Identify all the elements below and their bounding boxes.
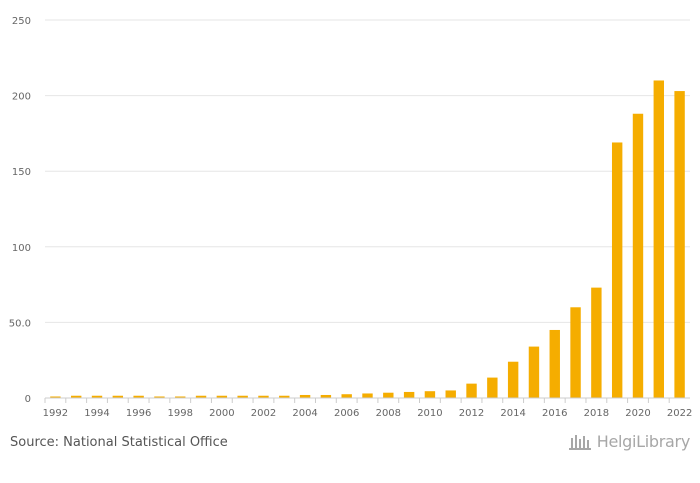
bar-2016[interactable] xyxy=(549,329,560,398)
bar-2020[interactable] xyxy=(632,113,644,398)
x-tick-label: 2022 xyxy=(667,408,692,419)
bar-1998[interactable] xyxy=(175,396,186,398)
bar-2002[interactable] xyxy=(258,395,269,398)
y-tick-label: 150 xyxy=(12,167,31,178)
x-axis-labels: 1992 1994 1996 1998 2000 2002 2004 2006 2008 2010… xyxy=(43,398,692,419)
y-tick-label: 250 xyxy=(12,16,31,27)
x-tick-label: 2010 xyxy=(417,408,442,419)
x-tick-label: 2016 xyxy=(542,408,567,419)
bar-2006[interactable] xyxy=(341,394,352,398)
x-tick-label: 2020 xyxy=(625,408,650,419)
bar-1997[interactable] xyxy=(154,396,165,398)
bar-chart: 0 50.0 100 150 200 250 1992 1994 1996 1998 2000 20… xyxy=(9,16,693,419)
y-tick-label: 100 xyxy=(12,243,31,254)
bar-2017[interactable] xyxy=(570,307,581,398)
footer: Source: National Statistical Office Helg… xyxy=(0,413,700,483)
x-tick-label: 2006 xyxy=(334,408,359,419)
bars xyxy=(50,80,685,399)
brand-name: HelgiLibrary xyxy=(596,431,691,451)
x-tick-label: 1994 xyxy=(84,408,109,419)
bar-2010[interactable] xyxy=(424,391,436,398)
x-tick-label: 1996 xyxy=(126,408,151,419)
x-tick-label: 2004 xyxy=(292,408,317,419)
bar-2011[interactable] xyxy=(445,390,456,398)
bar-1994[interactable] xyxy=(91,395,103,398)
bar-2004[interactable] xyxy=(299,394,311,398)
y-tick-label: 50.0 xyxy=(9,318,31,329)
bar-1996[interactable] xyxy=(133,395,144,398)
x-tick-label: 2000 xyxy=(209,408,234,419)
x-tick-label: 2014 xyxy=(500,408,525,419)
bar-1999[interactable] xyxy=(195,395,207,398)
bar-2000[interactable] xyxy=(216,395,228,398)
x-tick-label: 2002 xyxy=(251,408,276,419)
x-tick-label: 1992 xyxy=(43,408,68,419)
x-tick-label: 2018 xyxy=(584,408,609,419)
bar-2008[interactable] xyxy=(383,392,394,398)
source-note: Source: National Statistical Office xyxy=(10,435,228,450)
bar-2015[interactable] xyxy=(528,346,540,398)
bar-2013[interactable] xyxy=(487,377,498,398)
bar-2018[interactable] xyxy=(591,287,602,398)
bar-2022[interactable] xyxy=(674,91,685,399)
bar-2012[interactable] xyxy=(466,383,477,398)
bar-1993[interactable] xyxy=(71,395,82,398)
bar-2009[interactable] xyxy=(403,391,415,398)
bar-2003[interactable] xyxy=(279,395,290,398)
bar-1992[interactable] xyxy=(50,396,61,398)
brand-logo[interactable]: HelgiLibrary xyxy=(567,431,690,451)
y-axis-labels: 0 50.0 100 150 200 250 xyxy=(9,16,31,405)
x-tick-label: 2008 xyxy=(376,408,401,419)
bar-2007[interactable] xyxy=(362,393,373,398)
y-tick-label: 200 xyxy=(12,92,31,103)
bar-2014[interactable] xyxy=(507,361,519,398)
library-icon xyxy=(568,435,591,450)
x-tick-label: 1998 xyxy=(168,408,193,419)
bar-2001[interactable] xyxy=(237,395,248,398)
bar-1995[interactable] xyxy=(112,395,124,398)
bar-2019[interactable] xyxy=(611,142,623,398)
bar-2021[interactable] xyxy=(653,80,664,398)
x-tick-label: 2012 xyxy=(459,408,484,419)
bar-2005[interactable] xyxy=(320,394,332,398)
y-tick-label: 0 xyxy=(25,394,31,405)
gridlines xyxy=(45,19,690,323)
